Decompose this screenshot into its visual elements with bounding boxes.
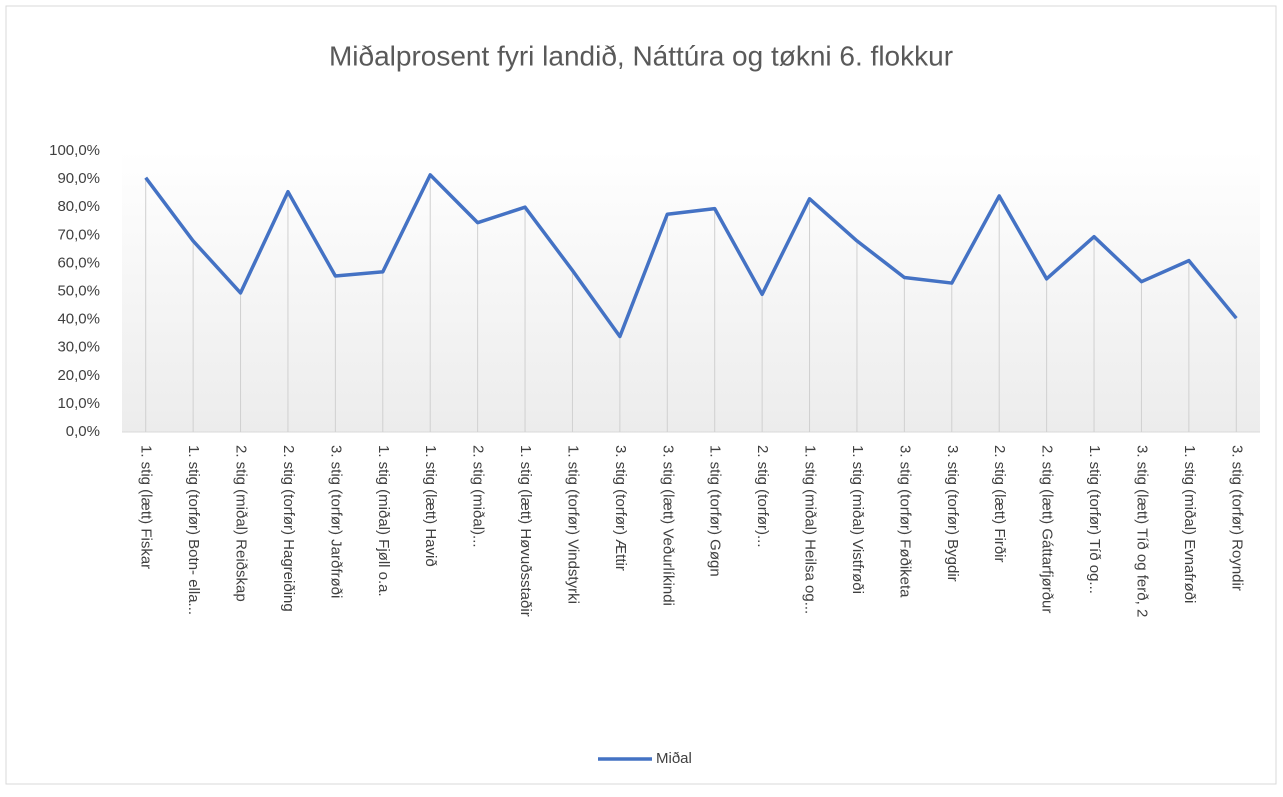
- x-tick-label: 2. stig (lætt) Gáttarfjørður: [1039, 445, 1056, 613]
- x-tick-label: 1. stig (miðal) Heilsa og...: [802, 445, 819, 614]
- y-tick-label: 80,0%: [57, 198, 100, 215]
- x-tick-label: 1. stig (torfør) Gøgn: [707, 445, 724, 577]
- y-tick-label: 20,0%: [57, 367, 100, 384]
- x-tick-label: 2. stig (torfør) Hagreiðing: [280, 445, 297, 612]
- x-tick-label: 1. stig (miðal) Vistfrøði: [849, 445, 866, 594]
- x-tick-label: 1. stig (torfør) Tíð og...: [1086, 445, 1103, 594]
- x-tick-label: 1. stig (miðal) Evnafrøði: [1181, 445, 1198, 603]
- y-tick-label: 0,0%: [66, 423, 100, 440]
- x-tick-label: 2. stig (miðal) Reiðskap: [233, 445, 250, 602]
- x-tick-label: 2. stig (torfør)...: [754, 445, 771, 548]
- x-tick-label: 2. stig (lætt) Firðir: [991, 445, 1008, 563]
- chart-title: Miðalprosent fyri landið, Náttúra og tøk…: [329, 40, 953, 71]
- x-tick-label: 3. stig (torfør) Royndir: [1228, 445, 1245, 591]
- x-tick-label: 1. stig (torfør) Botn- ella...: [185, 445, 202, 615]
- y-tick-label: 40,0%: [57, 311, 100, 328]
- x-tick-label: 3. stig (lætt) Tíð og ferð, 2: [1133, 445, 1150, 617]
- x-tick-label: 3. stig (torfør) Bygdir: [944, 445, 961, 582]
- x-tick-label: 3. stig (torfør) Føðiketa: [896, 445, 913, 598]
- x-tick-label: 3. stig (torfør) Ættir: [612, 445, 629, 571]
- x-tick-label: 1. stig (torfør) Vindstyrki: [564, 445, 581, 604]
- y-tick-label: 10,0%: [57, 395, 100, 412]
- x-tick-label: 3. stig (torfør) Jarðfrøði: [327, 445, 344, 598]
- legend-label: Miðal: [656, 750, 692, 767]
- x-tick-label: 1. stig (lætt) Havið: [422, 445, 439, 567]
- series-line: [144, 173, 1238, 339]
- y-tick-label: 60,0%: [57, 254, 100, 271]
- x-tick-label: 1. stig (miðal) Fjøll o.a.: [375, 445, 392, 597]
- x-tick-label: 1. stig (lætt) Høvuðsstaðir: [517, 445, 534, 617]
- x-tick-label: 2. stig (miðal)...: [470, 445, 487, 548]
- y-tick-label: 100,0%: [49, 142, 100, 159]
- x-tick-label: 1. stig (lætt) Fiskar: [138, 445, 155, 569]
- y-tick-label: 90,0%: [57, 170, 100, 187]
- plot-area: [122, 151, 1260, 432]
- y-tick-label: 50,0%: [57, 282, 100, 299]
- y-tick-label: 30,0%: [57, 339, 100, 356]
- x-tick-label: 3. stig (lætt) Veðurlíkindi: [659, 445, 676, 606]
- y-tick-label: 70,0%: [57, 226, 100, 243]
